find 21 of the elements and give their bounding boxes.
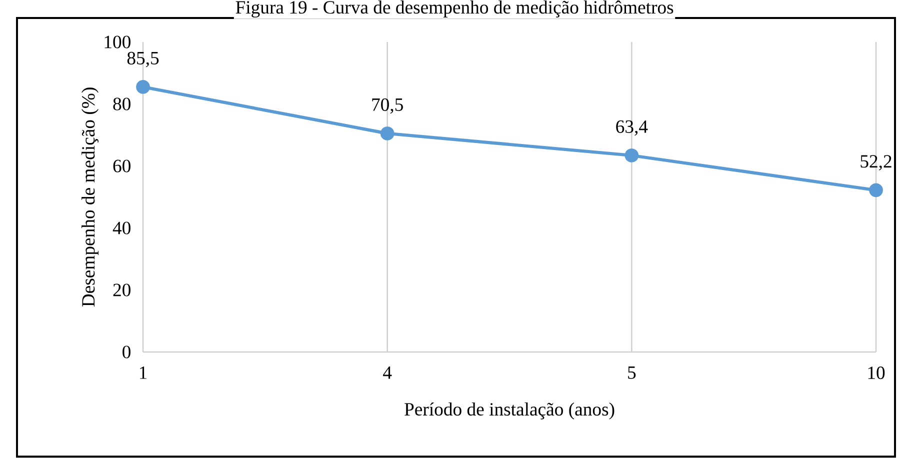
y-tick-label: 80 xyxy=(113,98,130,110)
data-label: 52,2 xyxy=(860,155,892,170)
x-tick-label: 1 xyxy=(140,366,147,379)
x-tick-label: 10 xyxy=(868,366,885,380)
y-tick-label: 60 xyxy=(113,160,130,172)
point xyxy=(380,126,394,140)
y-axis-title: Desempenho de medição (%) xyxy=(82,88,98,307)
data-label: 70,5 xyxy=(372,98,403,114)
x-tick-label: 4 xyxy=(383,366,392,379)
point xyxy=(136,80,150,94)
y-tick-label: 20 xyxy=(113,284,130,296)
chart-title: Figura 19 - Curva de desempenho de medição hidrômetros xyxy=(236,0,674,18)
point xyxy=(624,148,639,162)
y-tick-label: 100 xyxy=(104,36,130,48)
x-tick-label: 5 xyxy=(628,366,636,379)
y-tick-label: 40 xyxy=(112,222,130,234)
x-axis-title: Período de instalação (anos) xyxy=(404,402,614,420)
point xyxy=(869,183,883,198)
data-label: 85,5 xyxy=(127,52,159,68)
y-tick-label: 0 xyxy=(122,346,130,358)
data-label: 63,4 xyxy=(616,120,648,136)
